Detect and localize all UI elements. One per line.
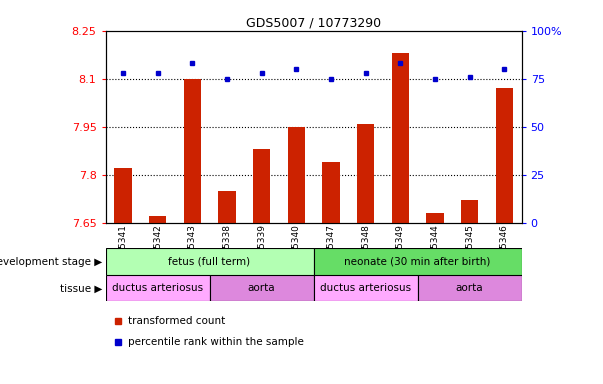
Bar: [114, 168, 131, 223]
Text: tissue ▶: tissue ▶: [60, 283, 103, 293]
Bar: [288, 127, 305, 223]
Text: percentile rank within the sample: percentile rank within the sample: [128, 337, 303, 347]
Bar: [149, 216, 166, 223]
Bar: [357, 124, 374, 223]
Bar: [496, 88, 513, 223]
Text: development stage ▶: development stage ▶: [0, 257, 103, 266]
Text: transformed count: transformed count: [128, 316, 225, 326]
Text: ductus arteriosus: ductus arteriosus: [320, 283, 411, 293]
Bar: [314, 248, 522, 275]
Title: GDS5007 / 10773290: GDS5007 / 10773290: [246, 17, 381, 30]
Bar: [210, 275, 314, 301]
Text: aorta: aorta: [248, 283, 276, 293]
Bar: [106, 275, 209, 301]
Text: fetus (full term): fetus (full term): [168, 257, 251, 266]
Text: aorta: aorta: [456, 283, 484, 293]
Bar: [391, 53, 409, 223]
Bar: [322, 162, 339, 223]
Text: neonate (30 min after birth): neonate (30 min after birth): [344, 257, 491, 266]
Bar: [253, 149, 270, 223]
Bar: [106, 248, 314, 275]
Bar: [314, 275, 417, 301]
Bar: [183, 79, 201, 223]
Bar: [426, 213, 444, 223]
Bar: [461, 200, 478, 223]
Bar: [417, 275, 522, 301]
Text: ductus arteriosus: ductus arteriosus: [112, 283, 203, 293]
Bar: [218, 191, 236, 223]
